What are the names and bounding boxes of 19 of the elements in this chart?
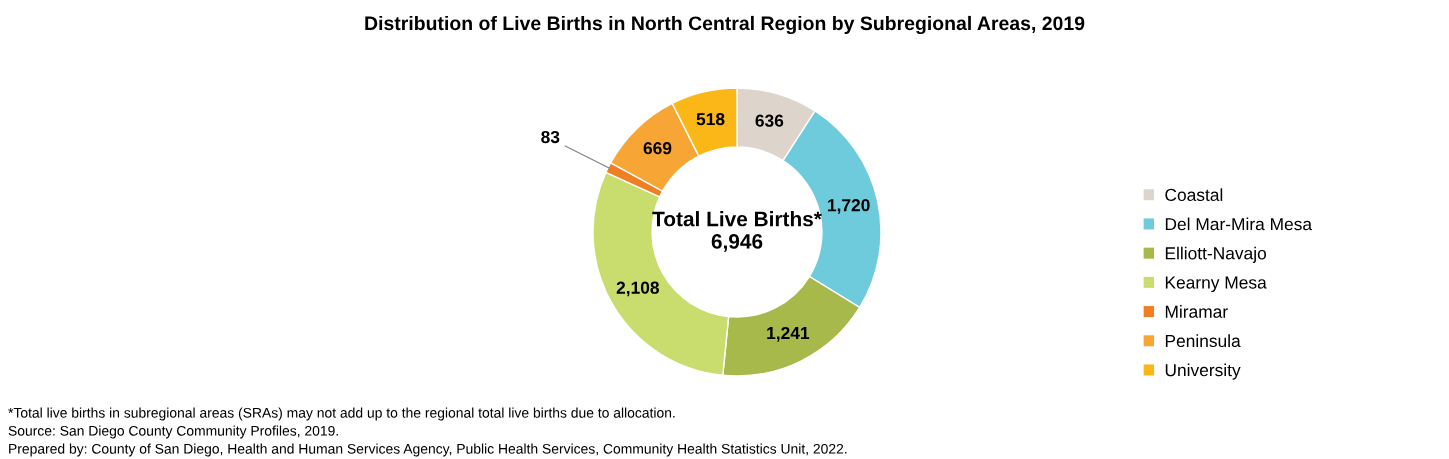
legend-label: University: [1165, 363, 1241, 380]
legend-label: Miramar: [1165, 305, 1228, 318]
legend-label: Peninsula: [1165, 334, 1241, 348]
data-label: 83: [541, 130, 560, 144]
legend-label: Del Mar-Mira Mesa: [1165, 217, 1313, 231]
text: Prepared by: County of San Diego, Health and Human Services Agency, Public Health Services, Community Health Statistics Unit, 2022.: [9, 443, 847, 457]
data-label: 518: [696, 112, 725, 126]
legend-label: Coastal: [1165, 188, 1223, 202]
legend-label: Elliott-Navajo: [1165, 246, 1267, 263]
text: Total Live Births* 6,946: [652, 211, 822, 252]
legend-label: Kearny Mesa: [1165, 276, 1267, 293]
data-label: 1,241: [767, 326, 810, 342]
chart-title: Distribution of Live Births in North Central Region by Subregional Areas, 2019: [365, 15, 1085, 35]
text: *Total live births in subregional areas (SRAs) may not add up to the regional total live births due to allocation.: [8, 407, 675, 421]
data-label: 636: [755, 114, 784, 127]
data-label: 669: [643, 142, 672, 155]
data-label: 1,720: [828, 199, 870, 214]
source-note: Source: San Diego County Community Profiles, 2019.: [8, 425, 338, 439]
data-label: 2,108: [616, 281, 659, 297]
